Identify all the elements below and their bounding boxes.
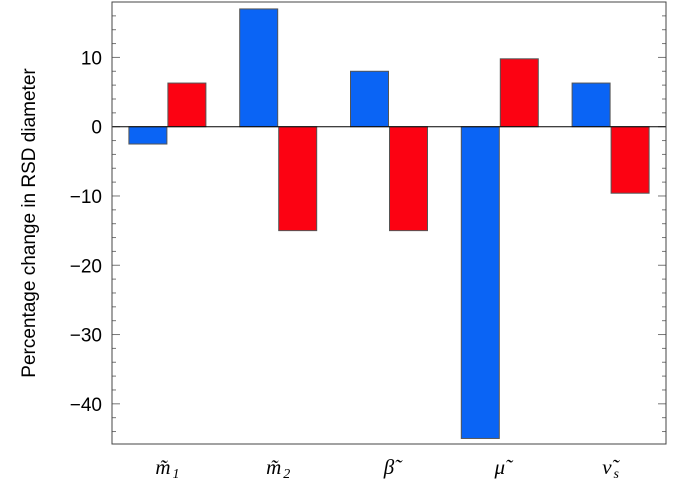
y-axis-title: Percentage change in RSD diameter bbox=[19, 68, 40, 378]
bar-series1-cat2 bbox=[239, 8, 279, 128]
bar-series1-cat1 bbox=[128, 126, 168, 145]
y-tick-label: −40 bbox=[70, 395, 102, 416]
bar-series1-cat5 bbox=[571, 82, 611, 128]
x-category-label: m̃ 1 bbox=[155, 455, 179, 481]
bar-series2-cat3 bbox=[389, 126, 428, 232]
y-tick-label: 10 bbox=[81, 48, 102, 69]
bar-series2-cat4 bbox=[499, 58, 539, 128]
bar-series2-cat1 bbox=[167, 82, 207, 128]
x-category-label: β̃ bbox=[383, 455, 403, 479]
plot-frame bbox=[111, 1, 667, 445]
y-tick-label: 0 bbox=[91, 118, 102, 139]
bar-series1-cat3 bbox=[350, 70, 389, 128]
x-category-label: ν̃ s bbox=[602, 455, 620, 481]
x-category-labels: m̃ 1 m̃ 2 β̃ μ̃ ν̃ s bbox=[155, 455, 620, 481]
bar-series1-cat4 bbox=[460, 126, 500, 439]
y-tick-label: −30 bbox=[70, 326, 102, 347]
x-category-label: μ̃ bbox=[494, 455, 515, 479]
axis-ticks bbox=[112, 1, 666, 433]
bars bbox=[128, 8, 650, 439]
x-category-label: m̃ 2 bbox=[266, 455, 290, 481]
y-tick-label: −10 bbox=[70, 187, 102, 208]
bar-series2-cat2 bbox=[278, 126, 318, 232]
y-tick-labels: 10 0 −10 −20 −30 −40 bbox=[70, 48, 102, 415]
bar-series2-cat5 bbox=[610, 126, 650, 194]
y-tick-label: −20 bbox=[70, 256, 102, 277]
